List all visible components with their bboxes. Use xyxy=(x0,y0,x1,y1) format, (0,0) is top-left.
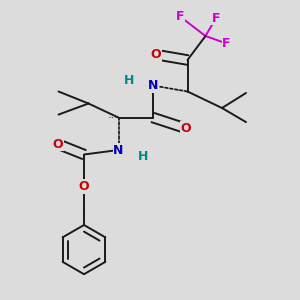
Text: F: F xyxy=(222,37,231,50)
Text: N: N xyxy=(113,143,124,157)
Text: F: F xyxy=(176,10,184,23)
Text: H: H xyxy=(124,74,134,87)
Text: O: O xyxy=(151,48,161,61)
Text: O: O xyxy=(52,137,63,151)
Text: F: F xyxy=(212,11,220,25)
Text: ···: ··· xyxy=(177,86,188,97)
Text: O: O xyxy=(79,180,89,193)
Text: ···: ··· xyxy=(108,112,118,123)
Text: O: O xyxy=(181,122,191,135)
Text: H: H xyxy=(138,150,148,164)
Text: N: N xyxy=(148,79,158,92)
